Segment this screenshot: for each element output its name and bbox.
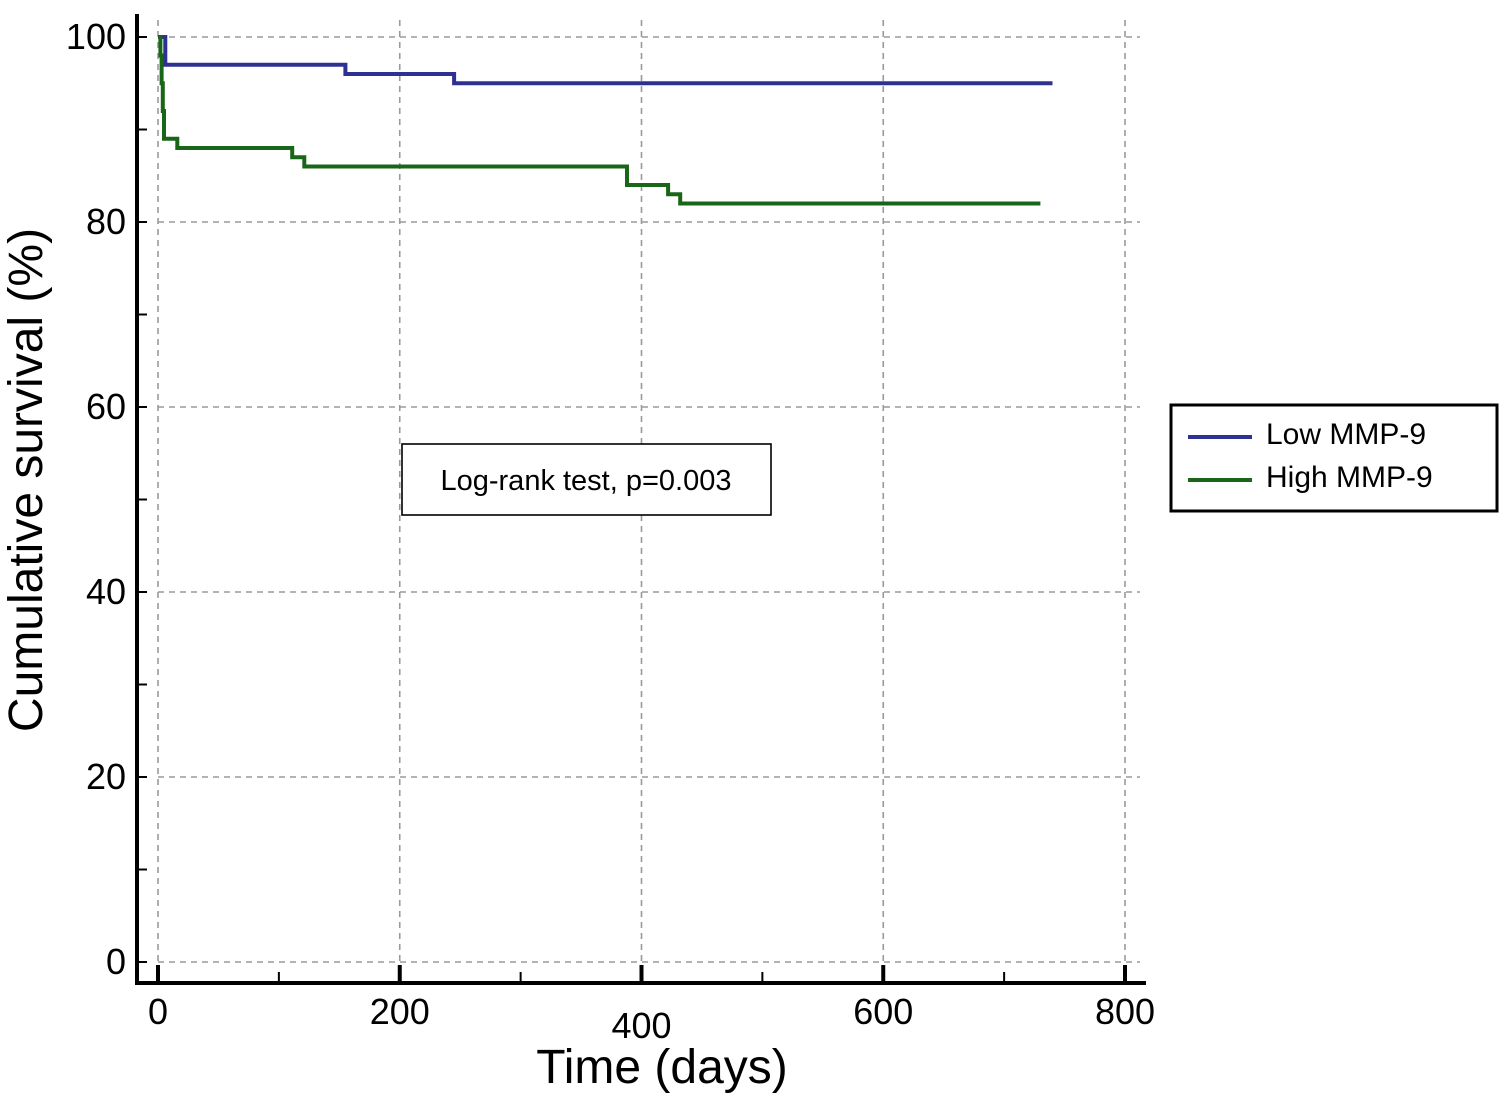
y-tick-label-40: 40 [86, 571, 126, 612]
grid-lines [157, 20, 1140, 963]
series-line-0 [158, 35, 1053, 86]
y-axis-title: Cumulative survival (%) [0, 228, 53, 732]
x-tick-label-400: 400 [611, 1005, 671, 1046]
y-tick-label-100: 100 [66, 16, 126, 57]
x-tick-label-0: 0 [148, 991, 168, 1032]
series-lines [158, 35, 1053, 206]
x-axis-title: Time (days) [536, 1041, 788, 1094]
annotation-frame [401, 443, 772, 516]
x-tick-label-200: 200 [370, 991, 430, 1032]
axes [135, 14, 1146, 985]
legend-label-low-mmp9: Low MMP-9 [1266, 418, 1426, 451]
y-tick-label-60: 60 [86, 386, 126, 427]
annotation-box: Log-rank test, p=0.003 [401, 443, 772, 516]
x-tick-label-800: 800 [1095, 991, 1155, 1032]
annotation-text: Log-rank test, p=0.003 [440, 465, 731, 497]
series-line-1 [158, 35, 1041, 206]
legend-frame [1169, 403, 1499, 513]
x-tick-label-600: 600 [853, 991, 913, 1032]
tick-labels: 0 20 40 60 80 100 0 200 400 600 800 [66, 16, 1155, 1046]
legend: Low MMP-9 High MMP-9 [1169, 403, 1499, 513]
y-tick-label-80: 80 [86, 201, 126, 242]
legend-label-high-mmp9: High MMP-9 [1266, 461, 1433, 494]
y-tick-label-20: 20 [86, 756, 126, 797]
y-tick-label-0: 0 [106, 941, 126, 982]
